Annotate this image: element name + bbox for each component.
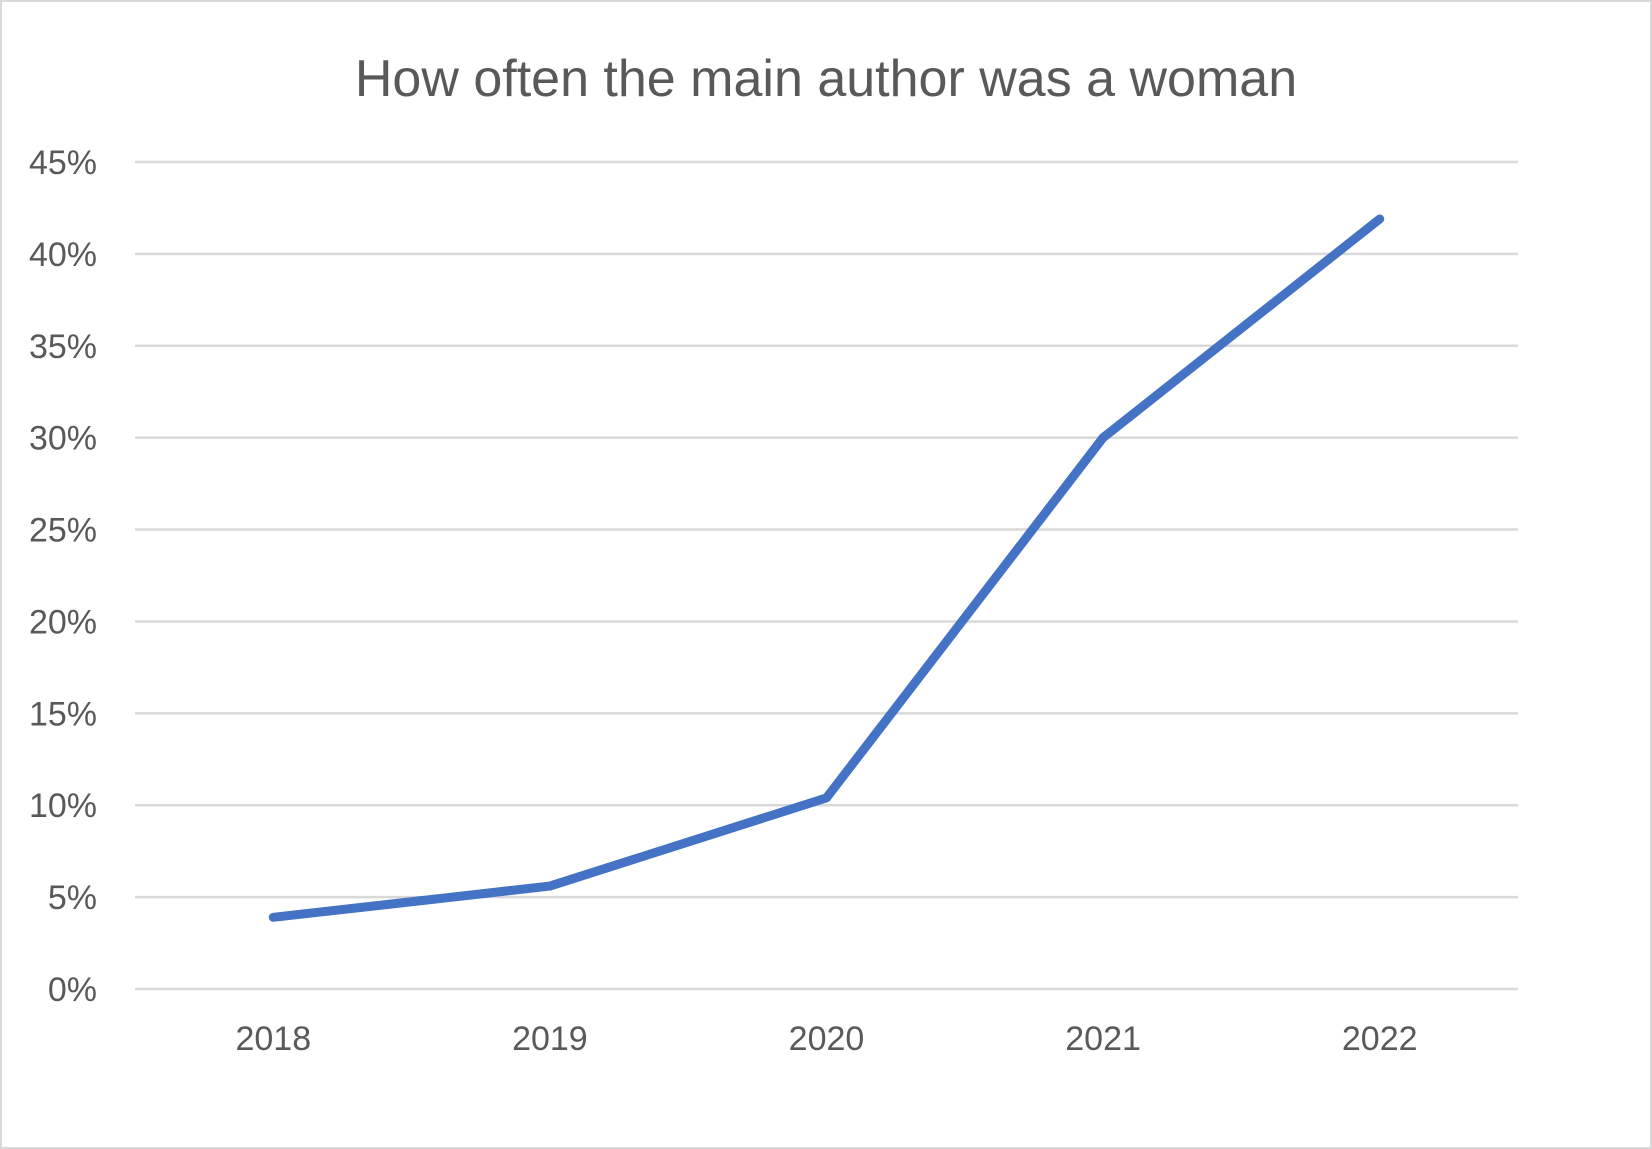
x-tick-label: 2022	[1342, 1020, 1418, 1058]
x-tick-label: 2021	[1065, 1020, 1141, 1058]
series-line	[268, 214, 1385, 922]
gridlines	[135, 160, 1518, 991]
series-layer	[268, 214, 1385, 922]
data-point-2020	[825, 796, 828, 799]
x-tick-label: 2018	[235, 1020, 311, 1058]
data-point-2019	[548, 885, 551, 888]
y-tick-label: 45%	[29, 144, 97, 182]
x-axis-ticks: 2018 2019 2020 2021 2022	[235, 1020, 1417, 1058]
x-tick-label: 2019	[512, 1020, 588, 1058]
y-tick-label: 25%	[29, 512, 97, 550]
y-tick-label: 5%	[48, 879, 97, 917]
y-tick-label: 35%	[29, 328, 97, 366]
x-tick-label: 2020	[789, 1020, 865, 1058]
chart-title: How often the main author was a woman	[355, 50, 1297, 108]
data-point-2022	[1378, 217, 1381, 220]
data-point-2021	[1102, 436, 1105, 439]
y-tick-label: 30%	[29, 420, 97, 458]
y-tick-label: 0%	[48, 971, 97, 1009]
data-point-2018	[272, 916, 275, 919]
y-tick-label: 20%	[29, 603, 97, 641]
y-tick-label: 15%	[29, 695, 97, 733]
y-tick-label: 40%	[29, 236, 97, 274]
y-axis-ticks: 0% 5% 10% 15% 20% 25% 30% 35% 40% 45%	[29, 144, 97, 1009]
y-tick-label: 10%	[29, 787, 97, 825]
